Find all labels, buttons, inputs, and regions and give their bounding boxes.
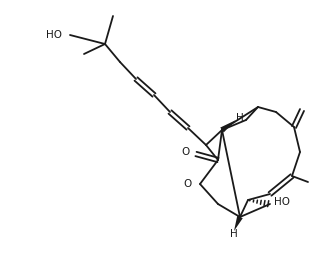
Text: O: O (182, 147, 190, 157)
Text: H: H (236, 113, 244, 123)
Polygon shape (234, 216, 243, 231)
Text: HO: HO (274, 197, 290, 207)
Polygon shape (220, 120, 236, 132)
Text: HO: HO (46, 30, 62, 40)
Text: H: H (230, 229, 238, 239)
Text: O: O (184, 179, 192, 189)
